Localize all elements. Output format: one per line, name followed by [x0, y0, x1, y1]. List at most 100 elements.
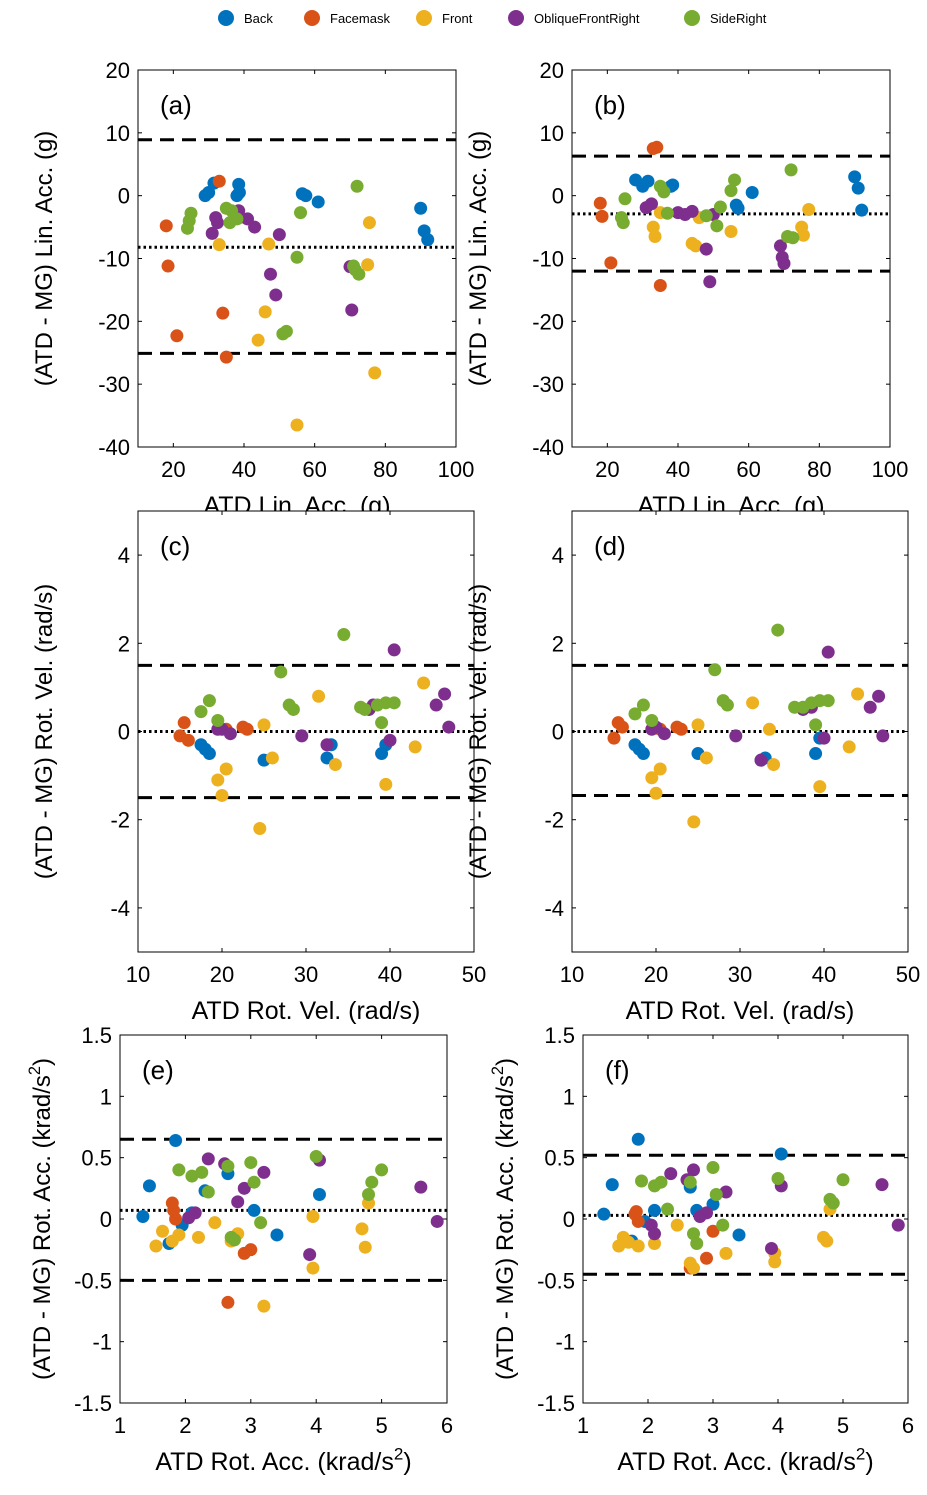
y-tick-label: 0 [552, 184, 564, 209]
point-obliquefrontright [821, 645, 835, 659]
panel-label: (a) [160, 90, 192, 120]
point-obliquefrontright [703, 275, 717, 289]
legend-marker-front [416, 10, 432, 26]
panel-e: 1 2 3 4 5 6 -1.5 -1 -0.5 0 0.5 1 1.5 (e) ATD Rot. Acc.… [26, 1023, 453, 1476]
point-facemask [595, 209, 609, 223]
point-sideright [294, 206, 308, 220]
point-front [699, 751, 713, 765]
point-facemask [216, 306, 230, 320]
point-back [270, 1228, 284, 1242]
point-obliquefrontright [211, 216, 224, 230]
x-axis-label: ATD Rot. Vel. (rad/s) [192, 997, 421, 1025]
legend-label-front: Front [442, 10, 473, 26]
y-tick-label: -0.5 [537, 1268, 575, 1293]
y-tick-label: -10 [532, 247, 564, 272]
point-front [813, 780, 827, 794]
point-front [842, 740, 856, 754]
point-obliquefrontright [872, 689, 886, 703]
point-front [258, 305, 272, 319]
point-front [172, 1228, 186, 1242]
point-sideright [618, 192, 632, 206]
panel-label: (e) [142, 1055, 174, 1085]
point-obliquefrontright [754, 753, 768, 767]
point-obliquefrontright [237, 1181, 251, 1195]
point-front [379, 777, 393, 791]
x-tick-label: 40 [812, 962, 836, 987]
y-tick-label: 2 [118, 631, 130, 656]
y-tick-label: 10 [106, 121, 130, 146]
point-front [649, 786, 663, 800]
point-sideright [809, 718, 823, 732]
point-sideright [706, 1160, 720, 1174]
point-facemask [219, 350, 233, 364]
point-sideright [645, 713, 659, 727]
point-back [809, 747, 823, 761]
point-back [232, 186, 246, 200]
point-obliquefrontright [248, 220, 262, 234]
point-obliquefrontright [205, 226, 219, 240]
panel-d: 10 20 30 40 50 -4 -2 0 2 4 (d) ATD Rot. Vel. (rad/s… [465, 510, 920, 1025]
x-tick-label: 40 [666, 457, 690, 482]
x-tick-label: 6 [441, 1413, 453, 1438]
point-sideright [771, 1172, 785, 1186]
point-obliquefrontright [891, 1218, 905, 1232]
point-front [724, 224, 738, 238]
point-obliquefrontright [231, 1195, 245, 1209]
x-tick-label: 4 [310, 1413, 322, 1438]
point-back [202, 186, 216, 200]
point-sideright [660, 206, 674, 220]
point-sideright [728, 173, 742, 187]
y-tick-label: 0.5 [544, 1146, 575, 1171]
point-sideright [358, 702, 372, 716]
point-front [417, 676, 431, 690]
point-front [149, 1239, 163, 1253]
x-tick-label: 60 [736, 457, 760, 482]
point-front [719, 1246, 733, 1260]
point-back [202, 747, 216, 761]
panel-c: 10 20 30 40 50 -4 -2 0 2 4 (c) ATD Rot. Vel. (rad/s… [31, 510, 486, 1025]
point-sideright [387, 696, 401, 710]
y-tick-label: -40 [98, 435, 130, 460]
x-tick-label: 10 [560, 962, 584, 987]
point-obliquefrontright [430, 1214, 444, 1228]
point-facemask [653, 279, 667, 293]
point-sideright [654, 1175, 668, 1189]
point-obliquefrontright [765, 1241, 778, 1255]
y-tick-label: -0.5 [74, 1268, 112, 1293]
y-tick-label: 0.5 [81, 1146, 112, 1171]
y-tick-label: -20 [98, 309, 130, 334]
point-obliquefrontright [863, 700, 877, 714]
point-front [645, 771, 659, 785]
point-obliquefrontright [773, 239, 787, 253]
y-tick-label: 1 [563, 1084, 575, 1109]
x-tick-label: 6 [902, 1413, 914, 1438]
point-back [641, 174, 655, 188]
point-front [306, 1261, 320, 1275]
point-sideright [720, 698, 734, 712]
point-facemask [169, 1212, 183, 1226]
point-sideright [172, 1163, 186, 1177]
y-axis-label: (ATD - MG) Lin. Acc. (g) [31, 131, 58, 387]
y-tick-label: -30 [532, 372, 564, 397]
point-obliquefrontright [320, 738, 334, 752]
point-sideright [309, 1149, 323, 1163]
point-facemask [593, 196, 607, 210]
point-sideright [230, 212, 244, 226]
y-tick-label: -4 [110, 896, 130, 921]
y-tick-label: 4 [552, 543, 564, 568]
point-back [421, 233, 435, 247]
point-back [666, 178, 680, 192]
y-tick-label: -20 [532, 309, 564, 334]
legend-item-front: Front [416, 8, 472, 28]
point-obliquefrontright [295, 729, 309, 743]
y-axis-label: (ATD - MG) Rot. Vel. (rad/s) [31, 584, 58, 880]
point-front [251, 333, 265, 347]
point-sideright [375, 1163, 389, 1177]
legend-marker-sideright [684, 10, 700, 26]
point-sideright [365, 1175, 379, 1189]
legend-marker-obliquefrontright [508, 10, 524, 26]
legend: Back Facemask Front ObliqueFrontRight Si… [0, 0, 927, 40]
point-sideright [274, 665, 288, 679]
point-front [290, 418, 304, 432]
